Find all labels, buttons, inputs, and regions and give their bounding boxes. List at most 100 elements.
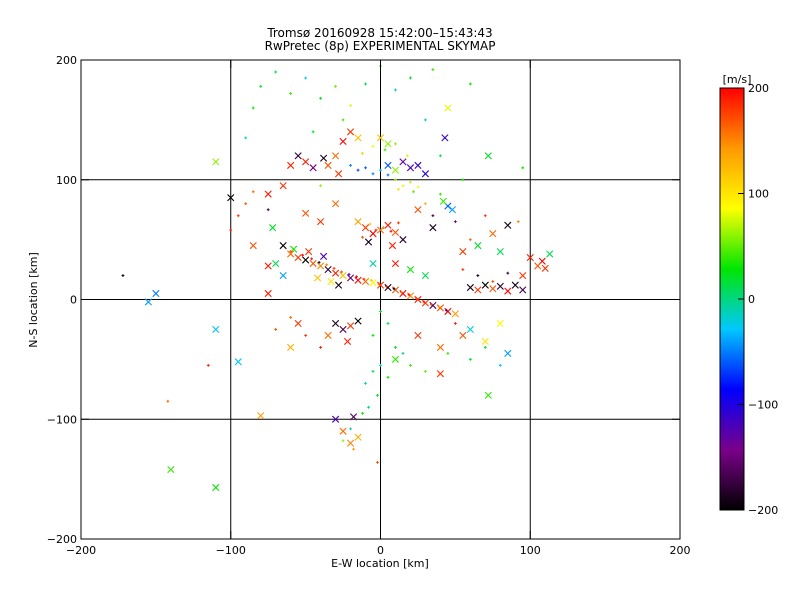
data-point-plus bbox=[409, 76, 412, 80]
colorbar-tick-label: 200 bbox=[748, 82, 769, 95]
data-point-cross bbox=[343, 337, 352, 346]
data-point-cross bbox=[317, 218, 325, 226]
data-point-cross bbox=[504, 287, 512, 295]
data-point-plus bbox=[376, 460, 379, 464]
data-point-cross bbox=[349, 413, 358, 421]
data-point-cross bbox=[489, 230, 497, 238]
data-point-cross bbox=[414, 161, 422, 169]
colorbar-tick-label: 0 bbox=[748, 293, 755, 306]
data-point-plus bbox=[364, 166, 367, 170]
x-tick-label: −100 bbox=[216, 544, 246, 557]
data-point-plus bbox=[371, 369, 375, 373]
data-point-plus bbox=[461, 268, 465, 271]
data-point-cross bbox=[320, 154, 328, 162]
data-point-cross bbox=[441, 134, 449, 142]
data-point-cross bbox=[269, 224, 277, 232]
data-point-plus bbox=[325, 263, 328, 267]
data-point-cross bbox=[414, 206, 422, 214]
data-point-plus bbox=[431, 214, 435, 218]
data-point-cross bbox=[346, 128, 355, 136]
data-point-plus bbox=[334, 84, 337, 88]
data-point-cross bbox=[391, 355, 400, 363]
data-point-plus bbox=[401, 351, 405, 355]
data-point-plus bbox=[424, 202, 427, 206]
data-point-cross bbox=[384, 140, 392, 148]
data-point-plus bbox=[341, 439, 345, 443]
data-point-cross bbox=[264, 190, 272, 198]
data-point-plus bbox=[386, 322, 390, 325]
data-point-cross bbox=[331, 319, 340, 328]
data-point-plus bbox=[437, 305, 441, 309]
x-tick-label: −200 bbox=[66, 544, 96, 557]
data-point-plus bbox=[386, 375, 390, 379]
data-point-cross bbox=[264, 262, 272, 270]
data-point-cross bbox=[167, 465, 175, 474]
data-point-plus bbox=[361, 411, 364, 415]
data-point-cross bbox=[436, 370, 444, 378]
data-point-plus bbox=[401, 184, 405, 188]
colorbar-tick-label: −100 bbox=[748, 399, 778, 412]
data-point-cross bbox=[519, 271, 527, 280]
data-point-plus bbox=[304, 76, 308, 80]
data-point-cross bbox=[279, 271, 287, 280]
data-point-plus bbox=[311, 130, 315, 134]
data-point-cross bbox=[361, 224, 370, 232]
data-point-cross bbox=[421, 170, 430, 178]
data-point-cross bbox=[339, 325, 347, 334]
data-point-plus bbox=[422, 300, 426, 304]
data-point-cross bbox=[279, 182, 287, 190]
data-point-cross bbox=[317, 262, 325, 270]
data-point-cross bbox=[504, 349, 512, 357]
data-point-cross bbox=[152, 289, 160, 298]
data-point-cross bbox=[429, 224, 437, 232]
data-point-cross bbox=[331, 152, 340, 160]
data-point-plus bbox=[332, 266, 336, 270]
data-point-plus bbox=[349, 163, 352, 167]
data-point-cross bbox=[444, 307, 452, 316]
data-point-plus bbox=[310, 257, 314, 261]
colorbar: [m/s] −200 −100 0 100 200 bbox=[719, 73, 778, 517]
data-point-plus bbox=[409, 180, 412, 184]
data-point-plus bbox=[352, 447, 355, 451]
x-axis-label: E-W location [km] bbox=[331, 557, 429, 570]
data-point-plus bbox=[361, 235, 364, 239]
data-point-plus bbox=[386, 173, 390, 177]
data-point-cross bbox=[489, 285, 497, 293]
data-point-cross bbox=[331, 200, 340, 208]
data-point-cross bbox=[436, 304, 444, 312]
data-point-plus bbox=[389, 229, 393, 233]
data-point-plus bbox=[498, 363, 502, 367]
data-point-plus bbox=[394, 142, 397, 146]
colorbar-label: [m/s] bbox=[723, 73, 752, 86]
data-point-cross bbox=[144, 298, 152, 306]
data-point-plus bbox=[491, 280, 495, 283]
data-point-cross bbox=[481, 281, 489, 289]
data-point-cross bbox=[429, 301, 437, 310]
x-axis-ticks: −200 −100 0 100 200 bbox=[66, 60, 691, 557]
x-tick-label: 100 bbox=[520, 544, 541, 557]
data-point-plus bbox=[289, 316, 293, 319]
data-point-cross bbox=[406, 164, 415, 172]
data-point-plus bbox=[289, 250, 293, 253]
data-point-cross bbox=[249, 242, 257, 250]
data-point-cross bbox=[364, 238, 373, 246]
data-point-cross bbox=[305, 248, 313, 256]
data-point-plus bbox=[394, 346, 397, 349]
data-point-cross bbox=[391, 228, 400, 237]
data-point-plus bbox=[407, 293, 411, 297]
x-tick-label: 0 bbox=[377, 544, 384, 557]
data-point-plus bbox=[371, 334, 375, 337]
data-point-plus bbox=[379, 363, 382, 367]
data-point-plus bbox=[453, 322, 457, 325]
data-point-plus bbox=[355, 275, 358, 279]
data-point-cross bbox=[388, 242, 397, 250]
data-point-cross bbox=[399, 289, 407, 298]
data-point-cross bbox=[384, 221, 392, 229]
data-point-cross bbox=[212, 325, 220, 334]
data-point-cross bbox=[406, 265, 415, 274]
y-axis-label: N-S location [km] bbox=[27, 252, 40, 348]
data-point-cross bbox=[287, 250, 295, 258]
data-point-plus bbox=[362, 277, 366, 281]
data-point-cross bbox=[496, 282, 504, 290]
data-point-plus bbox=[416, 185, 420, 189]
